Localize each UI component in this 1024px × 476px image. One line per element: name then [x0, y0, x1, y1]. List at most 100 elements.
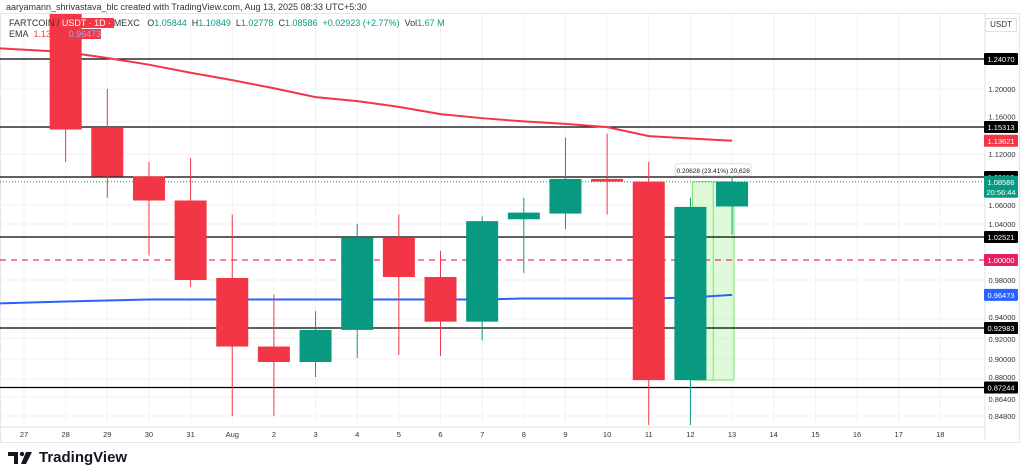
- ema-red-tag: 1.13621: [987, 137, 1014, 146]
- candle: [132, 161, 165, 256]
- volume-label: Vol: [404, 18, 418, 28]
- dashed-level-tag-bg: [984, 254, 1018, 266]
- price-tick-label: 0.88000: [988, 373, 1015, 382]
- chart-credit: aaryamann_shrivastava_blc created with T…: [6, 2, 367, 12]
- ema-label: EMA: [9, 29, 29, 39]
- change-value: +0.02923 (+2.77%): [322, 18, 400, 28]
- price-chart[interactable]: 0.20628 (23.41%) 20,628 1.20000 1.16000 1.1…: [0, 0, 1024, 446]
- candle-body: [466, 221, 499, 322]
- candle: [716, 163, 749, 235]
- time-tick-label: 4: [355, 430, 359, 439]
- time-tick-label: 3: [313, 430, 317, 439]
- time-tick-label: 5: [397, 430, 401, 439]
- time-tick-label: 15: [811, 430, 819, 439]
- tradingview-logo-icon: [8, 451, 32, 464]
- price-tick-label: 1.16000: [988, 112, 1015, 121]
- time-tick-label: 9: [563, 430, 567, 439]
- candle: [174, 157, 207, 287]
- price-tick-label: 1.04000: [988, 220, 1015, 229]
- level-price-tag: 1.15313: [987, 123, 1014, 132]
- candle: [216, 214, 249, 416]
- currency-button[interactable]: USDT: [985, 18, 1017, 32]
- open-label: O: [147, 18, 155, 28]
- plot-area: [0, 14, 985, 425]
- price-tick-label: 0.90000: [988, 355, 1015, 364]
- candle-body: [507, 212, 540, 220]
- candle: [382, 214, 415, 355]
- price-tick-label: 1.06000: [988, 201, 1015, 210]
- candle: [341, 224, 374, 358]
- candle: [466, 216, 499, 341]
- chart-legend: FARTCOIN / USDT · 1D · MEXC O1.05844 H1.…: [9, 18, 445, 40]
- time-tick-label: 6: [438, 430, 442, 439]
- candle-body: [216, 278, 249, 347]
- level-price-tag-bg: [984, 381, 1018, 394]
- ema-row[interactable]: EMA 1.13621 0.96473: [9, 29, 445, 40]
- time-tick-label: 18: [936, 430, 944, 439]
- countdown-label: 20:56:44: [986, 188, 1015, 197]
- chart-frame: [0, 13, 1020, 443]
- ema-red-tag-bg: [984, 134, 1018, 147]
- ema-blue-tag-bg: [984, 288, 1018, 301]
- time-tick-label: 16: [853, 430, 861, 439]
- time-tick-label: 31: [186, 430, 194, 439]
- price-tick-label: 1.20000: [988, 85, 1015, 94]
- time-tick-label: 12: [686, 430, 694, 439]
- candle-body: [341, 237, 374, 330]
- low-value: 1.02778: [240, 18, 274, 28]
- candle: [549, 137, 582, 230]
- candle-body: [424, 277, 457, 322]
- open-value: 1.05844: [154, 18, 187, 28]
- last-price-tag-bg: [984, 175, 1018, 198]
- symbol-row: FARTCOIN / USDT · 1D · MEXC O1.05844 H1.…: [9, 18, 445, 29]
- candle: [591, 133, 624, 215]
- high-label: H: [191, 18, 199, 28]
- low-label: L: [235, 18, 241, 28]
- candle: [91, 89, 124, 198]
- ema-value-2: 0.96473: [68, 29, 102, 39]
- level-price-tag: 0.92983: [987, 324, 1014, 333]
- candle-body: [591, 178, 624, 182]
- tradingview-logo[interactable]: TradingView: [8, 449, 127, 466]
- price-tick-label: 0.94000: [988, 313, 1015, 322]
- time-tick-label: 17: [894, 430, 902, 439]
- last-price-tag: 1.08586: [987, 178, 1014, 187]
- time-tick-label: 13: [728, 430, 736, 439]
- candle-body: [257, 346, 290, 362]
- high-value: 1.10849: [198, 18, 231, 28]
- price-tick-label: 1.12000: [988, 150, 1015, 159]
- level-price-tag: 0.87244: [987, 384, 1014, 393]
- symbol-name[interactable]: FARTCOIN /: [9, 18, 62, 28]
- close-value: 1.08586: [284, 18, 318, 28]
- candle-body: [132, 176, 165, 201]
- tradingview-brand: TradingView: [39, 449, 128, 466]
- time-tick-label: Aug: [226, 430, 239, 439]
- price-tick-label: 0.92000: [988, 335, 1015, 344]
- candle-body: [382, 237, 415, 277]
- time-tick-label: 2: [272, 430, 276, 439]
- ema-blue-tag: 0.96473: [987, 291, 1014, 300]
- time-tick-label: 29: [103, 430, 111, 439]
- measure-label: 0.20628 (23.41%) 20,628: [677, 168, 751, 175]
- time-tick-label: 10: [603, 430, 611, 439]
- candle: [299, 311, 332, 377]
- candle: [632, 161, 665, 425]
- candle-body: [91, 127, 124, 177]
- measure-label-box: [674, 163, 752, 177]
- level-price-tag-bg: [984, 53, 1018, 65]
- close-label: C: [278, 18, 285, 28]
- candle-body: [632, 181, 665, 381]
- time-tick-label: 28: [61, 430, 69, 439]
- candle-body: [716, 181, 749, 207]
- candle-body: [174, 200, 207, 280]
- time-tick-label: 14: [770, 430, 778, 439]
- level-price-tag-bg: [984, 121, 1018, 133]
- price-tick-label: 0.84800: [988, 412, 1015, 421]
- time-tick-label: 7: [480, 430, 484, 439]
- time-tick-label: 11: [645, 430, 653, 439]
- ema-value-1: 1.13621: [33, 29, 67, 39]
- symbol-highlight: USDT · 1D ·: [61, 18, 114, 28]
- level-price-tag-bg: [984, 322, 1018, 334]
- level-price-tag: 1.02521: [987, 233, 1014, 242]
- time-tick-label: 30: [145, 430, 153, 439]
